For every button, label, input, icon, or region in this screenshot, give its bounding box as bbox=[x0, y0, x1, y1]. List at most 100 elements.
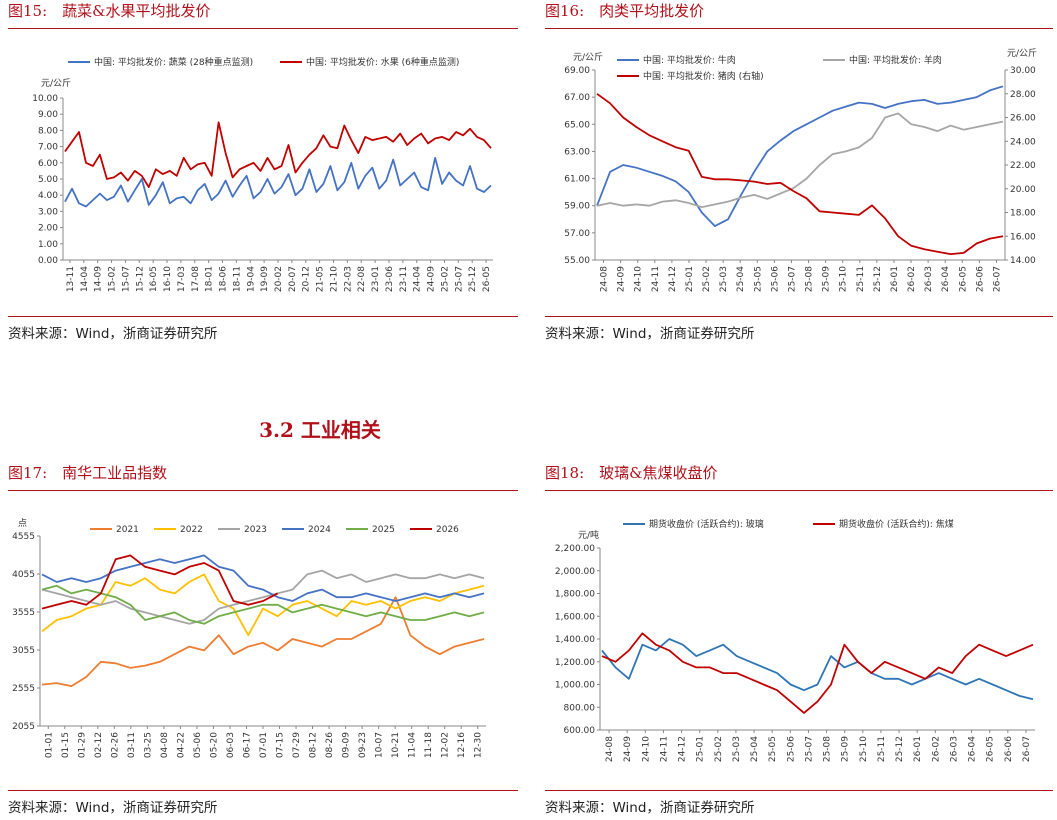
y2-tick-label: 18.00 bbox=[1010, 209, 1036, 219]
y-tick-label: 5.00 bbox=[38, 175, 58, 185]
x-tick-label: 25-10 bbox=[859, 736, 869, 762]
x-tick-label: 25-08 bbox=[805, 266, 815, 292]
title-rule bbox=[545, 490, 1053, 491]
x-tick-label: 26-06 bbox=[1004, 736, 1014, 762]
y-tick-label: 1,600.00 bbox=[555, 612, 595, 622]
x-tick-label: 26-01 bbox=[913, 736, 923, 762]
x-tick-label: 25-03 bbox=[719, 266, 729, 292]
x-tick-label: 01-15 bbox=[61, 732, 71, 758]
source-note: 资料来源：Wind，浙商证券研究所 bbox=[545, 800, 755, 816]
x-tick-label: 09-23 bbox=[358, 732, 368, 758]
x-tick-label: 15-07 bbox=[121, 266, 131, 292]
x-tick-label: 10-21 bbox=[391, 732, 401, 758]
series-line-0 bbox=[601, 638, 1034, 701]
x-tick-label: 24-04 bbox=[413, 266, 423, 292]
source-rule bbox=[545, 790, 1053, 791]
x-tick-label: 01-01 bbox=[44, 732, 54, 758]
y2-tick-label: 14.00 bbox=[1010, 256, 1036, 266]
x-tick-label: 20-12 bbox=[302, 266, 312, 292]
x-tick-label: 25-02 bbox=[702, 266, 712, 292]
x-tick-label: 14-09 bbox=[94, 266, 104, 292]
y-tick-label: 2.00 bbox=[38, 224, 58, 234]
y-tick-label: 59.00 bbox=[564, 202, 590, 212]
x-tick-label: 21-05 bbox=[316, 266, 326, 292]
x-tick-label: 25-11 bbox=[856, 266, 866, 292]
x-tick-label: 23-11 bbox=[399, 266, 409, 292]
x-tick-label: 14-04 bbox=[80, 266, 90, 292]
x-tick-label: 25-07 bbox=[804, 736, 814, 762]
y-tick-label: 8.00 bbox=[38, 126, 58, 136]
x-tick-label: 26-02 bbox=[931, 736, 941, 762]
x-tick-label: 06-03 bbox=[226, 732, 236, 758]
source-note: 资料来源：Wind，浙商证券研究所 bbox=[8, 800, 218, 816]
y-tick-label: 1,800.00 bbox=[555, 590, 595, 600]
y-tick-label: 9.00 bbox=[38, 110, 58, 120]
legend-label: 中国: 平均批发价: 水果 (6种重点监测) bbox=[306, 56, 459, 68]
figure-16: 图16: 肉类平均批发价 元/公斤 元/公斤 69.00 67.00 65.00 63.0… bbox=[545, 0, 1053, 345]
x-tick-label: 20-07 bbox=[288, 266, 298, 292]
x-tick-label: 18-01 bbox=[205, 266, 215, 292]
x-tick-label: 07-15 bbox=[276, 732, 286, 758]
legend-label: 2022 bbox=[180, 525, 203, 535]
y2-tick-label: 20.00 bbox=[1010, 185, 1036, 195]
x-tick-label: 24-10 bbox=[641, 736, 651, 762]
x-tick-label: 26-05 bbox=[482, 266, 492, 292]
source-rule bbox=[8, 790, 518, 791]
x-tick-label: 15-12 bbox=[135, 266, 145, 292]
x-tick-label: 16-10 bbox=[163, 266, 173, 292]
y-tick-label: 3.00 bbox=[38, 207, 58, 217]
x-tick-label: 25-05 bbox=[768, 736, 778, 762]
x-tick-label: 25-01 bbox=[696, 736, 706, 762]
legend-label: 2025 bbox=[372, 525, 395, 535]
x-tick-label: 11-04 bbox=[408, 732, 418, 758]
y-tick-label: 61.00 bbox=[564, 175, 590, 185]
title-rule bbox=[8, 28, 518, 29]
x-tick-label: 24-09 bbox=[617, 266, 627, 292]
x-tick-label: 22-08 bbox=[357, 266, 367, 292]
x-tick-label: 26-06 bbox=[975, 266, 985, 292]
x-tick-label: 26-01 bbox=[890, 266, 900, 292]
x-tick-label: 24-11 bbox=[651, 266, 661, 292]
y-tick-label: 0.00 bbox=[38, 256, 58, 266]
x-tick-label: 26-03 bbox=[924, 266, 934, 292]
y-tick-label: 67.00 bbox=[564, 93, 590, 103]
figure-title: 图16: 肉类平均批发价 bbox=[545, 2, 705, 20]
series-line-5 bbox=[41, 554, 279, 610]
y-axis-unit: 点 bbox=[18, 518, 27, 529]
y-axis-unit: 元/公斤 bbox=[41, 78, 71, 89]
y-tick-label: 69.00 bbox=[564, 66, 590, 76]
x-tick-label: 11-18 bbox=[424, 732, 434, 758]
y2-tick-label: 22.00 bbox=[1010, 161, 1036, 171]
source-rule bbox=[545, 316, 1053, 317]
y-tick-label: 2,000.00 bbox=[555, 567, 595, 577]
x-tick-label: 25-02 bbox=[714, 736, 724, 762]
y-axis-unit: 元/吨 bbox=[578, 529, 599, 541]
x-tick-label: 25-12 bbox=[468, 266, 478, 292]
x-tick-label: 23-01 bbox=[371, 266, 381, 292]
y-tick-label: 3555 bbox=[12, 608, 35, 618]
series-line-0 bbox=[64, 157, 492, 208]
x-tick-label: 25-03 bbox=[732, 736, 742, 762]
x-tick-label: 17-03 bbox=[177, 266, 187, 292]
figure-18: 图18: 玻璃&焦煤收盘价 元/吨 2,200.00 2,000.00 1,800.0… bbox=[545, 462, 1053, 817]
section-heading: 3.2 工业相关 bbox=[259, 418, 381, 442]
x-tick-label: 26-05 bbox=[958, 266, 968, 292]
y-tick-label: 800.00 bbox=[564, 703, 596, 713]
x-tick-label: 25-05 bbox=[753, 266, 763, 292]
y-tick-label: 65.00 bbox=[564, 120, 590, 130]
x-tick-label: 24-12 bbox=[678, 736, 688, 762]
legend-label: 期货收盘价 (活跃合约): 焦煤 bbox=[839, 518, 954, 530]
x-tick-label: 25-01 bbox=[685, 266, 695, 292]
x-tick-label: 24-10 bbox=[634, 266, 644, 292]
x-tick-label: 08-26 bbox=[325, 732, 335, 758]
x-tick-label: 19-09 bbox=[260, 266, 270, 292]
x-tick-label: 24-08 bbox=[605, 736, 615, 762]
legend-label: 2023 bbox=[244, 525, 267, 535]
series-line-1 bbox=[601, 632, 1034, 714]
x-tick-label: 02-26 bbox=[110, 732, 120, 758]
series-line-2 bbox=[596, 93, 1004, 256]
x-tick-label: 25-12 bbox=[895, 736, 905, 762]
y2-tick-label: 30.00 bbox=[1010, 66, 1036, 76]
x-tick-label: 24-12 bbox=[668, 266, 678, 292]
title-rule bbox=[8, 490, 518, 491]
